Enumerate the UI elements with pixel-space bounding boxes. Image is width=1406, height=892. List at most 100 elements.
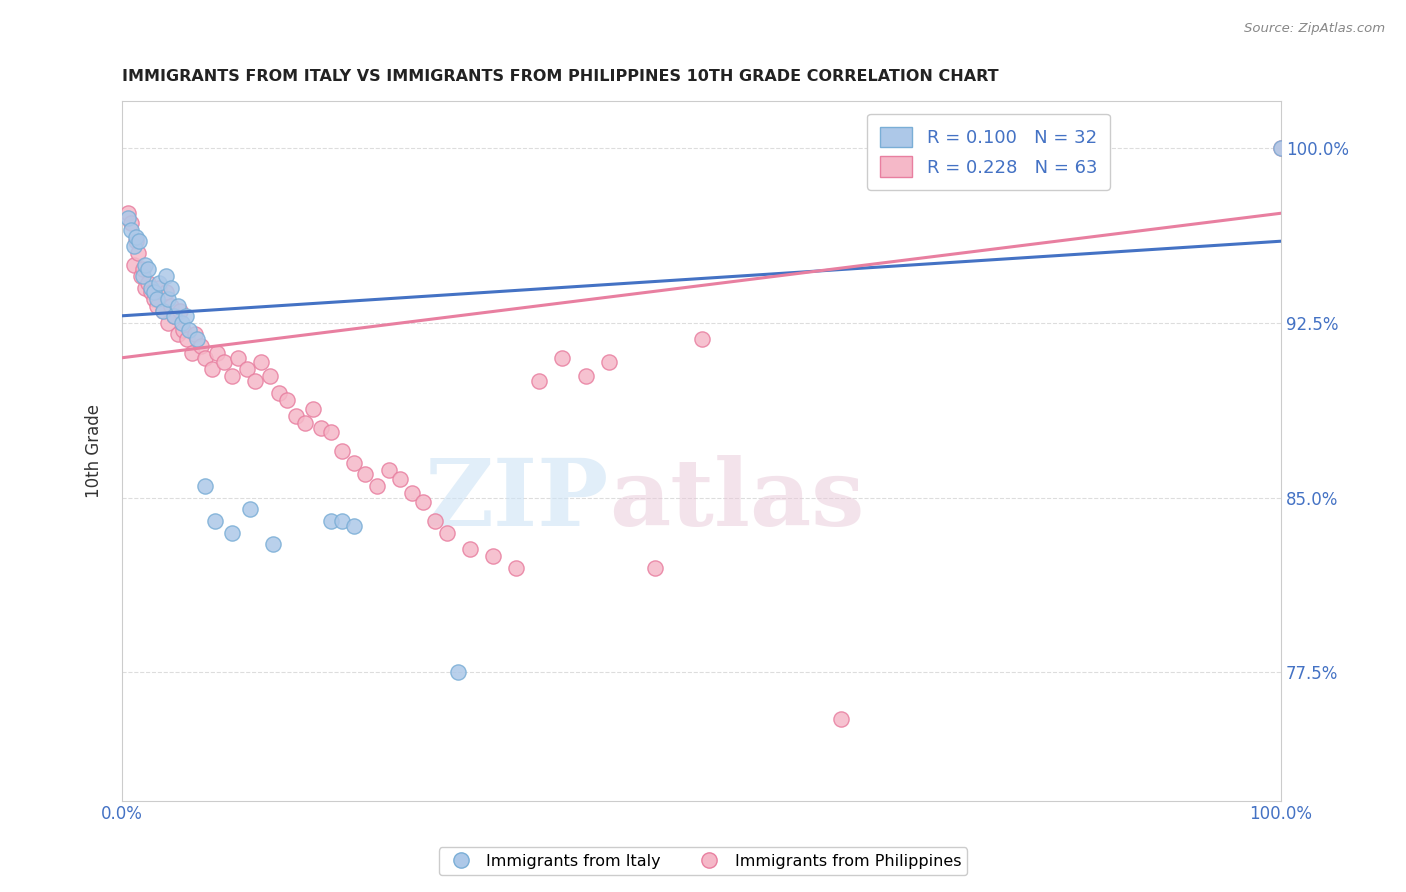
Point bbox=[128, 234, 150, 248]
Point bbox=[122, 258, 145, 272]
Point bbox=[134, 258, 156, 272]
Point bbox=[423, 514, 446, 528]
Point bbox=[176, 332, 198, 346]
Point bbox=[221, 369, 243, 384]
Point bbox=[311, 420, 333, 434]
Point bbox=[157, 293, 180, 307]
Point bbox=[201, 362, 224, 376]
Point bbox=[127, 245, 149, 260]
Point bbox=[184, 327, 207, 342]
Point bbox=[212, 355, 235, 369]
Point bbox=[146, 293, 169, 307]
Point bbox=[267, 385, 290, 400]
Point bbox=[250, 355, 273, 369]
Point bbox=[134, 281, 156, 295]
Point bbox=[1270, 141, 1292, 155]
Point bbox=[343, 518, 366, 533]
Point bbox=[180, 346, 202, 360]
Point bbox=[159, 300, 181, 314]
Point bbox=[169, 304, 191, 318]
Text: Source: ZipAtlas.com: Source: ZipAtlas.com bbox=[1244, 22, 1385, 36]
Point bbox=[157, 316, 180, 330]
Point bbox=[276, 392, 298, 407]
Point bbox=[690, 332, 713, 346]
Point bbox=[302, 402, 325, 417]
Point bbox=[330, 444, 353, 458]
Point bbox=[505, 560, 527, 574]
Point bbox=[354, 467, 377, 482]
Point bbox=[136, 276, 159, 290]
Point bbox=[163, 309, 186, 323]
Point bbox=[330, 514, 353, 528]
Point bbox=[1270, 141, 1292, 155]
Point bbox=[125, 229, 148, 244]
Point bbox=[205, 346, 228, 360]
Point bbox=[122, 239, 145, 253]
Point bbox=[117, 211, 139, 225]
Point bbox=[163, 309, 186, 323]
Point bbox=[644, 560, 666, 574]
Legend: Immigrants from Italy, Immigrants from Philippines: Immigrants from Italy, Immigrants from P… bbox=[439, 847, 967, 875]
Point bbox=[186, 332, 208, 346]
Point bbox=[139, 285, 162, 300]
Point bbox=[482, 549, 505, 563]
Point bbox=[389, 472, 412, 486]
Point bbox=[152, 304, 174, 318]
Text: ZIP: ZIP bbox=[425, 455, 609, 545]
Point bbox=[120, 222, 142, 236]
Point bbox=[458, 541, 481, 556]
Point bbox=[159, 281, 181, 295]
Point bbox=[529, 374, 551, 388]
Point bbox=[194, 351, 217, 365]
Point bbox=[172, 316, 194, 330]
Point bbox=[245, 374, 267, 388]
Point bbox=[226, 351, 249, 365]
Point bbox=[377, 462, 399, 476]
Point bbox=[148, 276, 170, 290]
Point bbox=[136, 262, 159, 277]
Point bbox=[447, 665, 470, 680]
Point bbox=[179, 323, 201, 337]
Point bbox=[166, 300, 188, 314]
Point bbox=[221, 525, 243, 540]
Point bbox=[194, 479, 217, 493]
Point bbox=[401, 486, 423, 500]
Point bbox=[166, 327, 188, 342]
Point bbox=[148, 281, 170, 295]
Point bbox=[143, 285, 166, 300]
Text: IMMIGRANTS FROM ITALY VS IMMIGRANTS FROM PHILIPPINES 10TH GRADE CORRELATION CHAR: IMMIGRANTS FROM ITALY VS IMMIGRANTS FROM… bbox=[122, 69, 998, 84]
Point bbox=[190, 339, 212, 353]
Text: atlas: atlas bbox=[609, 455, 865, 545]
Point bbox=[139, 281, 162, 295]
Point bbox=[830, 712, 852, 726]
Y-axis label: 10th Grade: 10th Grade bbox=[86, 404, 103, 498]
Point bbox=[132, 262, 155, 277]
Point bbox=[284, 409, 307, 423]
Point bbox=[129, 269, 152, 284]
Point bbox=[319, 425, 342, 440]
Point bbox=[174, 309, 197, 323]
Point bbox=[238, 502, 260, 516]
Point bbox=[172, 323, 194, 337]
Point bbox=[132, 269, 155, 284]
Point bbox=[117, 206, 139, 220]
Point bbox=[155, 285, 177, 300]
Point bbox=[598, 355, 620, 369]
Point bbox=[436, 525, 458, 540]
Point bbox=[155, 269, 177, 284]
Point bbox=[294, 416, 316, 430]
Point bbox=[236, 362, 259, 376]
Point bbox=[366, 479, 388, 493]
Point bbox=[319, 514, 342, 528]
Point bbox=[259, 369, 281, 384]
Point bbox=[152, 304, 174, 318]
Point bbox=[125, 234, 148, 248]
Point bbox=[143, 293, 166, 307]
Point bbox=[551, 351, 574, 365]
Point bbox=[146, 300, 169, 314]
Point bbox=[262, 537, 284, 551]
Legend: R = 0.100   N = 32, R = 0.228   N = 63: R = 0.100 N = 32, R = 0.228 N = 63 bbox=[868, 114, 1109, 190]
Point bbox=[204, 514, 226, 528]
Point bbox=[343, 456, 366, 470]
Point bbox=[120, 216, 142, 230]
